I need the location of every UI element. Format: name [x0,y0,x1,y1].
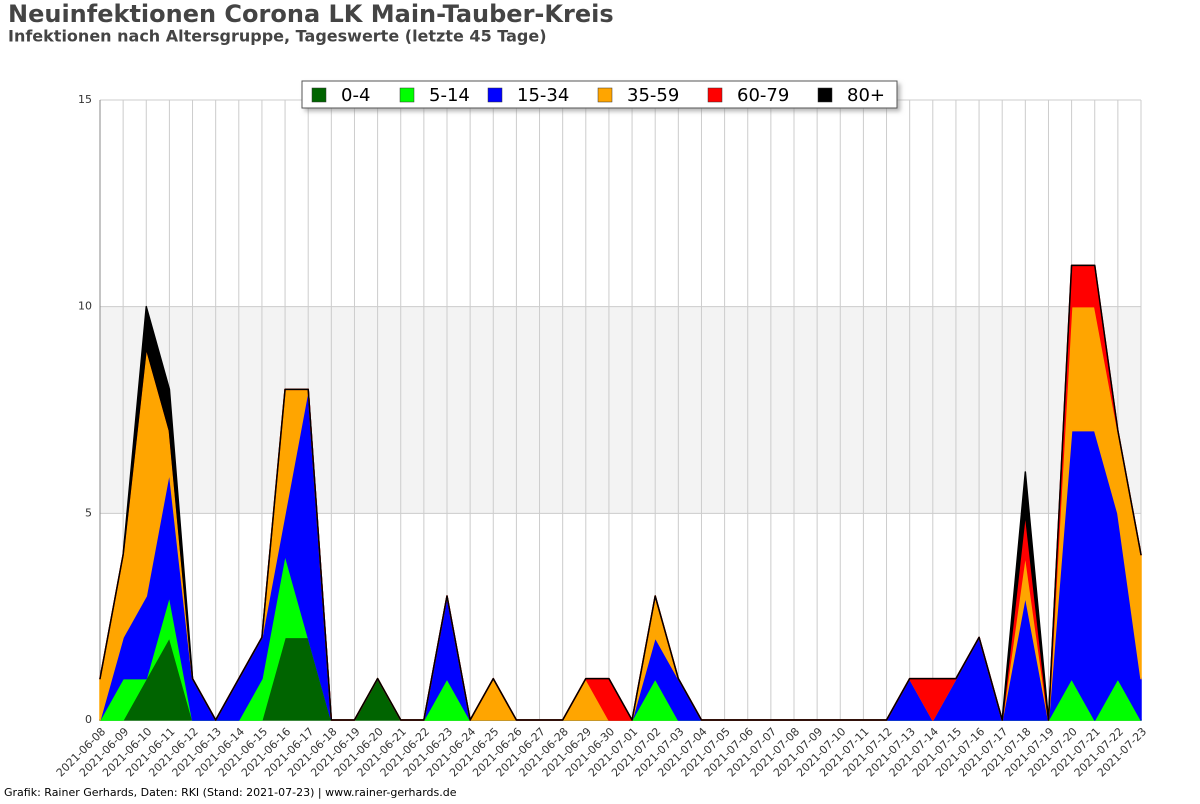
y-tick-label: 0 [85,713,92,726]
legend-swatch [597,87,613,103]
legend-label: 5-14 [429,85,470,106]
chart-title: Neuinfektionen Corona LK Main-Tauber-Kre… [8,0,614,28]
legend-swatch [399,87,415,103]
legend-swatch [817,87,833,103]
legend-label: 15-34 [517,85,569,106]
legend-label: 0-4 [341,85,370,106]
legend-swatch [311,87,327,103]
legend-label: 35-59 [627,85,679,106]
legend-label: 60-79 [737,85,789,106]
legend-label: 80+ [847,85,885,106]
y-tick-label: 5 [85,506,92,519]
legend-swatch [707,87,723,103]
y-tick-label: 15 [78,93,92,106]
area [99,264,1142,721]
source-note: Grafik: Rainer Gerhards, Daten: RKI (Sta… [4,786,457,799]
legend-swatch [487,87,503,103]
highlight-band [100,306,1141,514]
legend: 0-4 5-14 15-34 35-59 60-79 80+ [301,80,898,109]
chart-subtitle: Infektionen nach Altersgruppe, Tageswert… [8,27,547,46]
y-tick-label: 10 [78,300,92,313]
